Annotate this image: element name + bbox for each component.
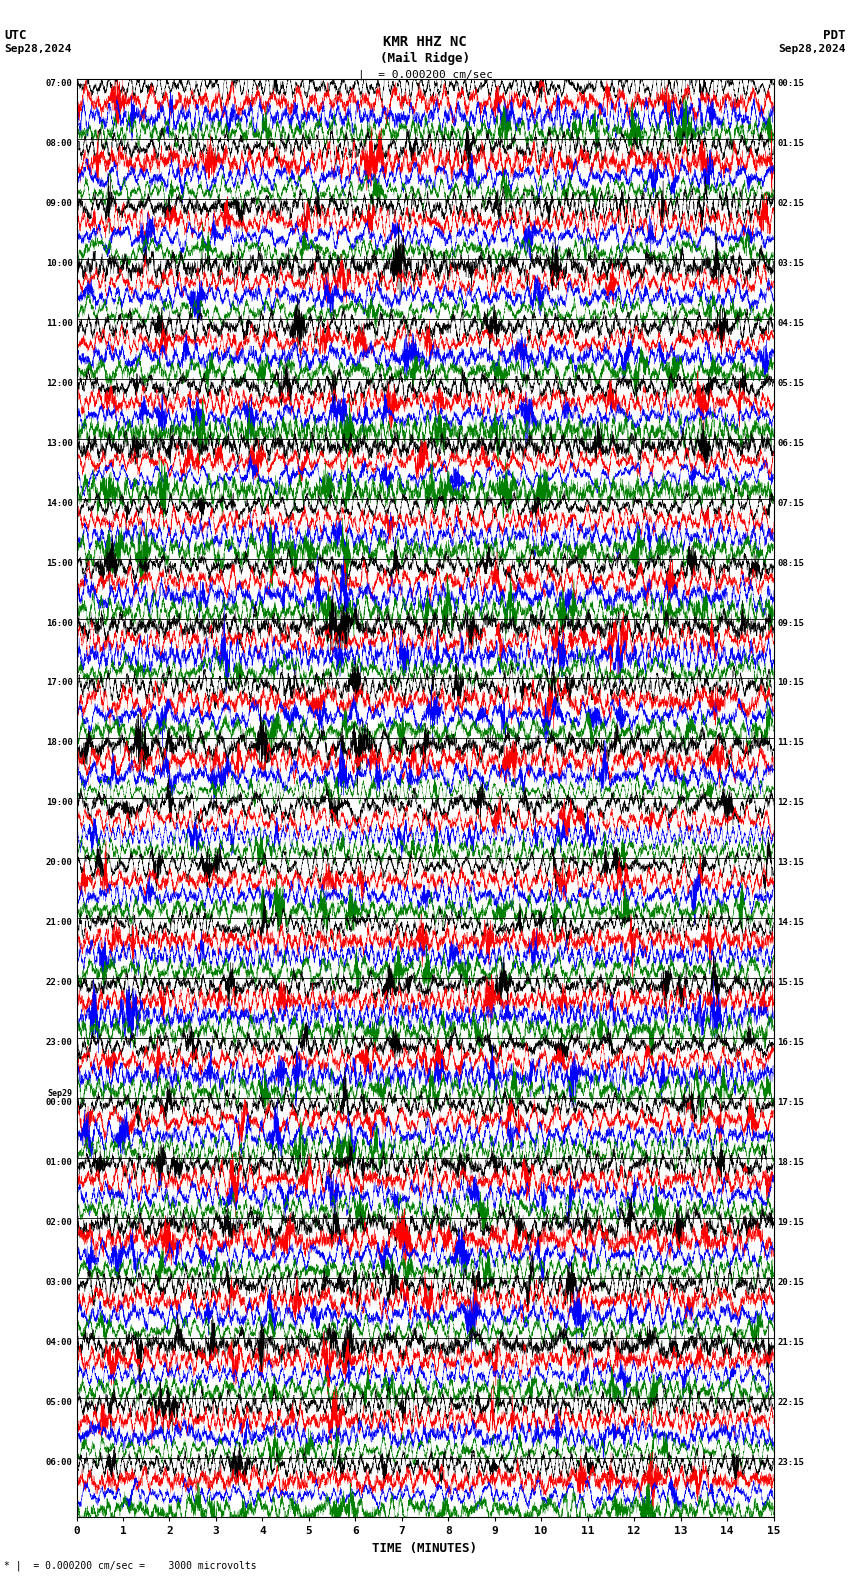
Text: 01:00: 01:00 <box>46 1158 73 1167</box>
Text: 14:15: 14:15 <box>777 919 804 927</box>
Text: 16:00: 16:00 <box>46 618 73 627</box>
Text: 00:15: 00:15 <box>777 79 804 89</box>
Text: 12:00: 12:00 <box>46 379 73 388</box>
Text: 10:15: 10:15 <box>777 678 804 687</box>
Text: 09:00: 09:00 <box>46 200 73 208</box>
Text: 16:15: 16:15 <box>777 1038 804 1047</box>
Text: 08:15: 08:15 <box>777 559 804 567</box>
Text: 23:15: 23:15 <box>777 1457 804 1467</box>
Text: Sep29: Sep29 <box>48 1088 73 1098</box>
Text: 02:15: 02:15 <box>777 200 804 208</box>
Text: UTC: UTC <box>4 29 26 41</box>
Text: KMR HHZ NC: KMR HHZ NC <box>383 35 467 49</box>
Text: 18:15: 18:15 <box>777 1158 804 1167</box>
Text: 05:15: 05:15 <box>777 379 804 388</box>
Text: Sep28,2024: Sep28,2024 <box>4 44 71 54</box>
Text: 15:00: 15:00 <box>46 559 73 567</box>
Text: 14:00: 14:00 <box>46 499 73 508</box>
Text: 06:00: 06:00 <box>46 1457 73 1467</box>
Text: |  = 0.000200 cm/sec: | = 0.000200 cm/sec <box>358 70 492 81</box>
Text: 03:15: 03:15 <box>777 258 804 268</box>
Text: 09:15: 09:15 <box>777 618 804 627</box>
Text: 22:00: 22:00 <box>46 977 73 987</box>
Text: 05:00: 05:00 <box>46 1397 73 1407</box>
Text: 04:00: 04:00 <box>46 1337 73 1346</box>
Text: 12:15: 12:15 <box>777 798 804 808</box>
Text: 07:15: 07:15 <box>777 499 804 508</box>
X-axis label: TIME (MINUTES): TIME (MINUTES) <box>372 1543 478 1555</box>
Text: 19:00: 19:00 <box>46 798 73 808</box>
Text: 17:00: 17:00 <box>46 678 73 687</box>
Text: 07:00: 07:00 <box>46 79 73 89</box>
Text: 15:15: 15:15 <box>777 977 804 987</box>
Text: (Mail Ridge): (Mail Ridge) <box>380 52 470 65</box>
Text: 13:00: 13:00 <box>46 439 73 448</box>
Text: 03:00: 03:00 <box>46 1278 73 1286</box>
Text: 02:00: 02:00 <box>46 1218 73 1228</box>
Text: 00:00: 00:00 <box>46 1098 73 1107</box>
Text: 21:00: 21:00 <box>46 919 73 927</box>
Text: 20:00: 20:00 <box>46 859 73 868</box>
Text: 23:00: 23:00 <box>46 1038 73 1047</box>
Text: 04:15: 04:15 <box>777 318 804 328</box>
Text: 20:15: 20:15 <box>777 1278 804 1286</box>
Text: 08:00: 08:00 <box>46 139 73 149</box>
Text: 19:15: 19:15 <box>777 1218 804 1228</box>
Text: 06:15: 06:15 <box>777 439 804 448</box>
Text: 11:15: 11:15 <box>777 738 804 748</box>
Text: Sep28,2024: Sep28,2024 <box>779 44 846 54</box>
Text: 22:15: 22:15 <box>777 1397 804 1407</box>
Text: 18:00: 18:00 <box>46 738 73 748</box>
Text: 10:00: 10:00 <box>46 258 73 268</box>
Text: * |  = 0.000200 cm/sec =    3000 microvolts: * | = 0.000200 cm/sec = 3000 microvolts <box>4 1560 257 1571</box>
Text: 01:15: 01:15 <box>777 139 804 149</box>
Text: 13:15: 13:15 <box>777 859 804 868</box>
Text: 11:00: 11:00 <box>46 318 73 328</box>
Text: 17:15: 17:15 <box>777 1098 804 1107</box>
Text: PDT: PDT <box>824 29 846 41</box>
Text: 21:15: 21:15 <box>777 1337 804 1346</box>
